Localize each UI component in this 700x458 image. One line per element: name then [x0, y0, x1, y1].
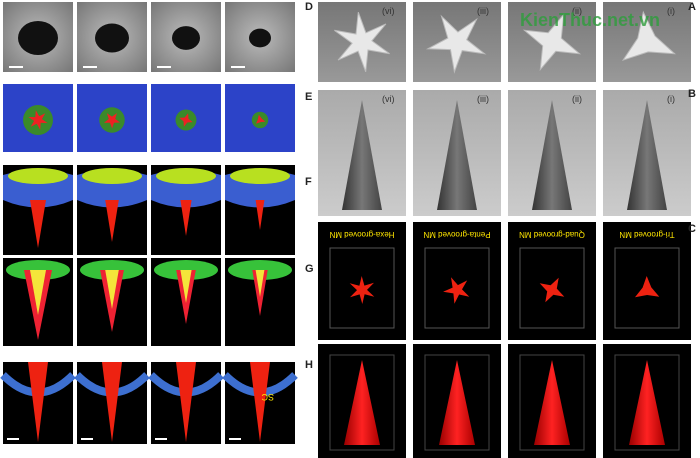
core: [30, 270, 46, 315]
mn-red-cone: [534, 360, 570, 445]
spike: [30, 200, 46, 248]
core: [105, 270, 119, 309]
mn-cone: [627, 100, 667, 210]
panel-letter: G: [305, 263, 314, 275]
panel-letter: H: [305, 359, 313, 371]
mn-red: [443, 277, 470, 304]
label: (ii): [572, 94, 582, 104]
label: (i): [667, 94, 675, 104]
spike: [250, 362, 270, 442]
star: [256, 114, 266, 124]
label: (iii): [477, 6, 489, 16]
scale-bar: [81, 438, 93, 440]
top: [82, 168, 142, 184]
box: [614, 247, 680, 329]
mn-top: [522, 12, 582, 72]
hole: [95, 23, 129, 53]
mn-red: [635, 276, 660, 298]
mn-cone: [532, 100, 572, 210]
mn-red: [539, 277, 565, 303]
label: (iii): [477, 94, 489, 104]
spike: [102, 362, 122, 442]
label: (i): [667, 6, 675, 16]
annotation: SC: [261, 392, 274, 402]
core: [180, 270, 192, 303]
scale-bar: [231, 66, 245, 68]
scale-bar: [155, 438, 167, 440]
panel-letter: B: [688, 88, 696, 100]
star: [28, 110, 48, 130]
mn-cone: [342, 100, 382, 210]
spike: [255, 200, 265, 230]
hole: [172, 26, 200, 50]
scale-bar: [9, 66, 23, 68]
scale-bar: [83, 66, 97, 68]
panel-letter: D: [305, 1, 313, 13]
star: [104, 113, 121, 129]
spike: [28, 362, 48, 442]
mn-cone: [437, 100, 477, 210]
top: [8, 168, 68, 184]
top: [230, 168, 290, 184]
box: [519, 247, 585, 329]
label: Penta-grooved MN: [423, 230, 490, 239]
mn-red-cone: [439, 360, 475, 445]
label: Hexa-grooved MN: [329, 230, 394, 239]
core: [255, 270, 265, 297]
mn-top: [425, 14, 487, 74]
panel-letter: F: [305, 176, 312, 188]
mn-top: [621, 10, 677, 62]
label: Tri-grooved MN: [619, 230, 674, 239]
mn-red-cone: [629, 360, 665, 445]
box: [424, 247, 490, 329]
panel-letter: C: [688, 223, 696, 235]
scale-bar: [157, 66, 171, 68]
watermark: KienThuc.net.vn: [520, 10, 660, 30]
box: [519, 354, 585, 451]
mn-top: [334, 12, 390, 72]
box: [329, 354, 395, 451]
tile: [508, 222, 596, 340]
box: [614, 354, 680, 451]
hole: [18, 21, 58, 55]
label: (vi): [382, 94, 395, 104]
spike: [105, 200, 119, 242]
label: (vi): [382, 6, 395, 16]
panel-letter: A: [688, 1, 696, 13]
tile: [413, 222, 501, 340]
box: [329, 247, 395, 329]
scale-bar: [7, 438, 19, 440]
spike: [180, 200, 192, 236]
box: [424, 354, 490, 451]
spike: [176, 362, 196, 442]
mn-red: [349, 276, 375, 304]
top: [156, 168, 216, 184]
label: Quad-grooved MN: [519, 230, 585, 239]
mn-red-cone: [344, 360, 380, 445]
hole: [249, 28, 271, 48]
star: [179, 113, 193, 127]
label: (ii): [572, 6, 582, 16]
scale-bar: [229, 438, 241, 440]
panel-letter: E: [305, 91, 312, 103]
